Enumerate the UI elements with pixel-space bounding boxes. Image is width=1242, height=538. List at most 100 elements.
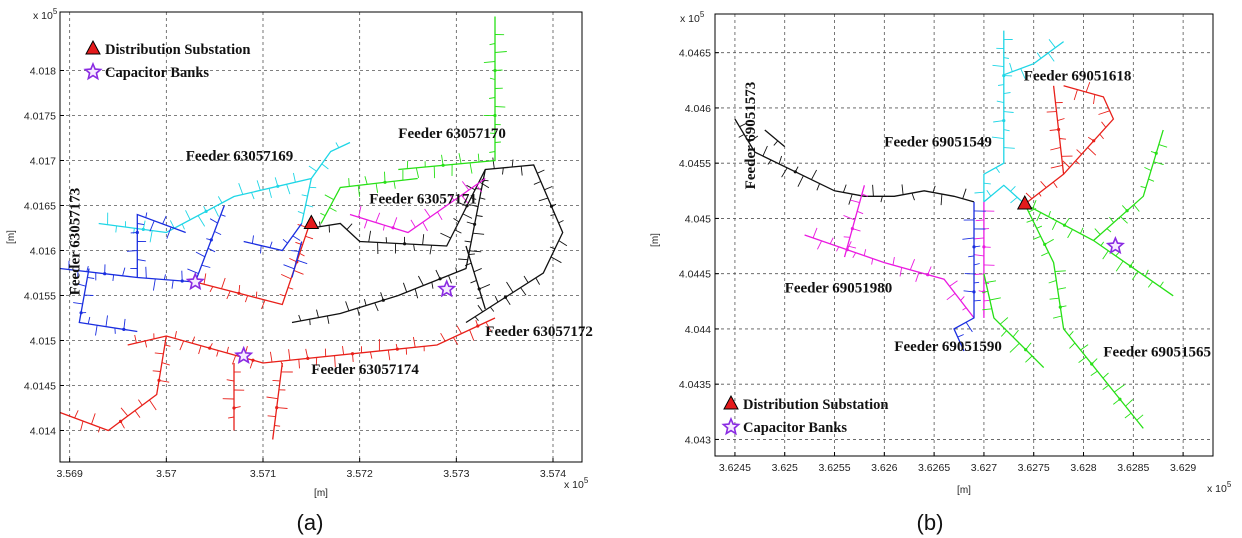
lateral-branch <box>226 290 231 300</box>
feeder-label: Feeder 63057171 <box>369 192 477 208</box>
lateral-branch <box>198 345 202 355</box>
lateral-branch <box>1003 111 1014 113</box>
lateral-branch <box>321 163 329 170</box>
lateral-branch <box>187 268 199 275</box>
lateral-branch <box>932 185 936 193</box>
lateral-branch <box>1069 342 1076 349</box>
lateral-branch <box>384 171 386 183</box>
lateral-branch <box>1054 270 1066 272</box>
lateral-branch <box>847 245 857 249</box>
lateral-branch <box>857 210 864 215</box>
lateral-branch <box>1109 216 1115 223</box>
lateral-branch <box>164 344 171 347</box>
x-tick-label: 3.572 <box>347 468 373 480</box>
capacitor-bank-icon <box>437 279 457 298</box>
lateral-branch <box>73 302 83 305</box>
lateral-branch <box>226 346 229 354</box>
feeder-label: Feeder 63057173 <box>67 188 83 296</box>
lateral-branch <box>207 247 216 253</box>
lateral-branch <box>485 321 492 332</box>
feeder-line-cyan <box>301 178 312 224</box>
lateral-branch <box>251 235 254 244</box>
lateral-branch <box>489 151 496 153</box>
lateral-branch <box>1094 228 1101 235</box>
lateral-branch <box>502 167 504 175</box>
lateral-branch <box>475 184 483 193</box>
lateral-branch <box>201 264 211 268</box>
lateral-branch <box>163 274 166 280</box>
load-node <box>982 245 986 249</box>
feeder-line-black <box>465 245 486 310</box>
lateral-branch <box>778 155 783 165</box>
lateral-branch <box>364 176 368 185</box>
lateral-branch <box>1067 229 1073 239</box>
load-node <box>391 226 395 230</box>
feeder-line-red <box>272 362 283 440</box>
x-tick-label: 3.6265 <box>918 462 950 474</box>
lateral-branch <box>375 212 381 223</box>
load-node <box>441 163 445 167</box>
lateral-branch <box>115 225 117 233</box>
feeder-label: Feeder 69051573 <box>743 82 759 190</box>
lateral-branch <box>415 167 420 178</box>
load-node <box>383 180 387 184</box>
lateral-branch <box>145 212 148 218</box>
legend-capacitor-icon <box>721 416 741 436</box>
lateral-branch <box>1106 228 1112 233</box>
y-tick-label: 4.0155 <box>24 291 56 303</box>
y-tick-label: 4.045 <box>685 213 711 225</box>
capacitor-bank-icon <box>1105 236 1125 255</box>
legend-substation-label: Distribution Substation <box>743 397 888 413</box>
lateral-branch <box>288 349 291 361</box>
legend-capacitor-label: Capacitor Banks <box>105 65 209 81</box>
lateral-branch <box>1085 81 1091 93</box>
x-tick-label: 3.573 <box>443 468 469 480</box>
lateral-branch <box>469 329 475 341</box>
lateral-branch <box>76 283 86 287</box>
lateral-branch <box>209 286 214 293</box>
load-node <box>209 238 213 242</box>
feeder-line-green <box>1024 203 1144 429</box>
feeder-line-blue <box>953 201 975 352</box>
load-node <box>1062 223 1067 227</box>
lateral-branch <box>1090 370 1098 376</box>
lateral-branch <box>452 337 459 345</box>
lateral-branch <box>122 267 126 276</box>
lateral-branch <box>1020 68 1026 79</box>
y-tick-label: 4.0445 <box>679 269 711 281</box>
lateral-branch <box>448 275 452 284</box>
lateral-branch <box>468 253 475 256</box>
panel-label-b: (b) <box>917 510 944 535</box>
feeder-line-magenta <box>349 177 486 234</box>
y-tick-label: 4.016 <box>30 246 56 258</box>
lateral-branch <box>1144 166 1152 171</box>
lateral-branch <box>1036 212 1042 222</box>
lateral-branch <box>550 214 556 216</box>
lateral-branch <box>298 359 300 369</box>
load-node <box>119 419 123 423</box>
lateral-branch <box>1010 196 1018 204</box>
x-multiplier-a: x 105 <box>564 476 589 491</box>
feeder-line-cyan <box>983 30 1005 202</box>
lateral-branch <box>357 308 360 316</box>
lateral-branch <box>842 184 847 193</box>
lateral-branch <box>989 297 1001 301</box>
lateral-branch <box>462 213 473 219</box>
lateral-branch <box>836 246 840 252</box>
lateral-branch <box>238 183 244 195</box>
load-node <box>79 311 83 315</box>
lateral-branch <box>162 215 167 225</box>
lateral-branch <box>255 291 258 298</box>
lateral-branch <box>1025 355 1033 363</box>
lateral-branch <box>334 355 336 368</box>
feeder-line-cyan <box>1003 41 1064 76</box>
x-tick-label: 3.574 <box>540 468 566 480</box>
lateral-branch <box>949 280 958 287</box>
lateral-branch <box>112 274 115 281</box>
feeder-label: Feeder 69051549 <box>884 135 992 151</box>
feeder-line-red <box>59 335 167 432</box>
lateral-branch <box>461 194 469 204</box>
lateral-branch <box>449 194 455 201</box>
lateral-branch <box>191 336 196 344</box>
lateral-branch <box>267 415 276 418</box>
